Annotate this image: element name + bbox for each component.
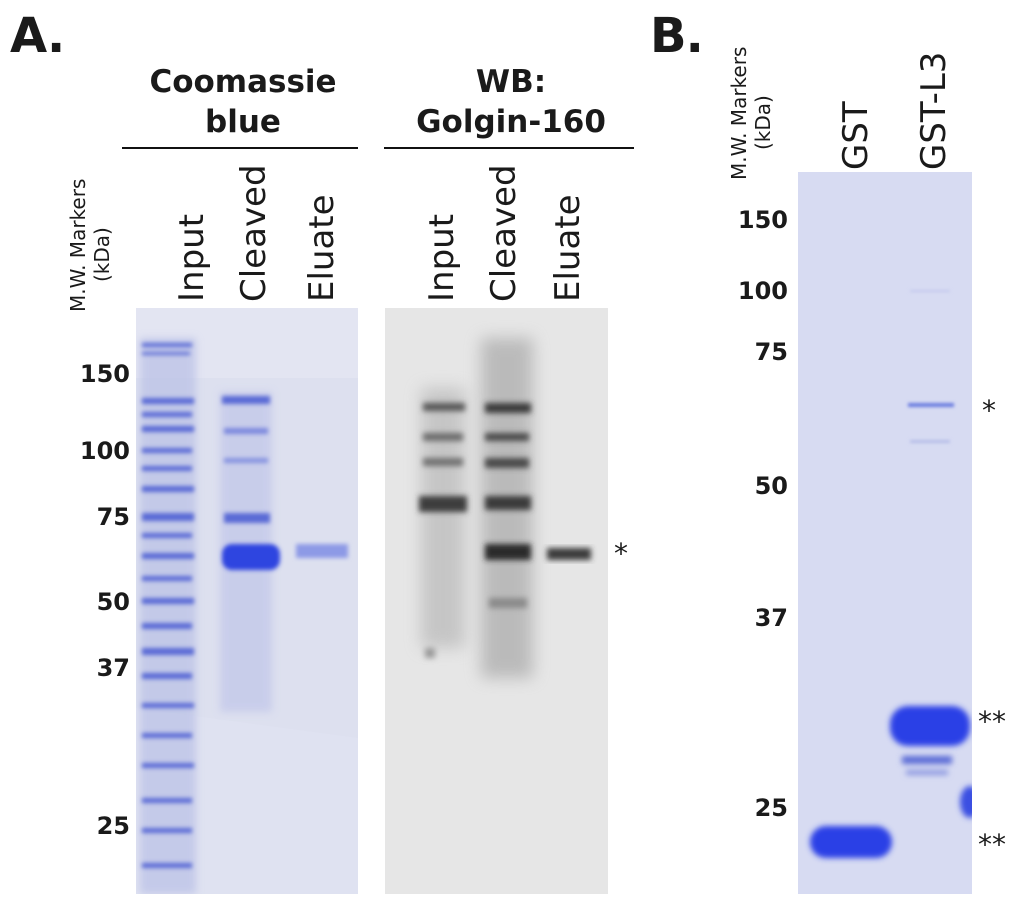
panel-a-label: A.	[10, 8, 65, 64]
mw-marker-150-a: 150	[79, 360, 130, 388]
lane-label-eluate-coomassie: Eluate	[302, 194, 342, 302]
mw-marker-25-b: 25	[754, 794, 788, 822]
mw-marker-150-b: 150	[737, 206, 788, 234]
mw-title-a-line1: M.W. Markers	[66, 178, 90, 312]
mw-marker-50-a: 50	[96, 588, 130, 616]
lane-label-input-coomassie: Input	[172, 213, 212, 302]
lane-label-cleaved-wb: Cleaved	[484, 164, 524, 302]
mw-marker-75-a: 75	[96, 503, 130, 531]
coomassie-gel-a	[136, 308, 358, 894]
lane-label-cleaved-coomassie: Cleaved	[234, 164, 274, 302]
coomassie-heading: Coomassie blue	[128, 62, 358, 142]
lane-label-gst: GST	[836, 101, 876, 170]
wb-heading-line2: Golgin-160	[416, 104, 606, 140]
mw-marker-100-b: 100	[737, 277, 788, 305]
wb-heading: WB: Golgin-160	[386, 62, 636, 142]
mw-title-a-line2: (kDa)	[90, 227, 114, 282]
panel-b-label: B.	[650, 8, 704, 64]
mw-title-b-line2: (kDa)	[751, 95, 775, 150]
mw-title-b-line1: M.W. Markers	[727, 46, 751, 180]
mw-marker-75-b: 75	[754, 338, 788, 366]
band-marker-a: *	[614, 537, 628, 570]
mw-marker-37-a: 37	[96, 654, 130, 682]
mw-title-a: M.W. Markers (kDa)	[66, 179, 114, 312]
western-blot-a	[385, 308, 608, 894]
lane-label-input-wb: Input	[422, 213, 462, 302]
mw-marker-37-b: 37	[754, 604, 788, 632]
wb-rule	[384, 147, 634, 149]
lane-label-gst-l3: GST-L3	[914, 51, 954, 170]
coomassie-gel-b	[798, 172, 972, 894]
mw-title-b: M.W. Markers (kDa)	[727, 47, 775, 180]
band-marker-b-double-1: **	[978, 705, 1006, 738]
mw-marker-25-a: 25	[96, 812, 130, 840]
coomassie-rule	[122, 147, 358, 149]
coomassie-heading-line1: Coomassie	[149, 64, 337, 100]
mw-marker-100-a: 100	[79, 437, 130, 465]
coomassie-heading-line2: blue	[205, 104, 281, 140]
band-marker-b-double-2: **	[978, 828, 1006, 861]
mw-marker-50-b: 50	[754, 472, 788, 500]
band-marker-b-single: *	[982, 394, 996, 427]
wb-heading-line1: WB:	[475, 64, 547, 100]
lane-label-eluate-wb: Eluate	[548, 194, 588, 302]
